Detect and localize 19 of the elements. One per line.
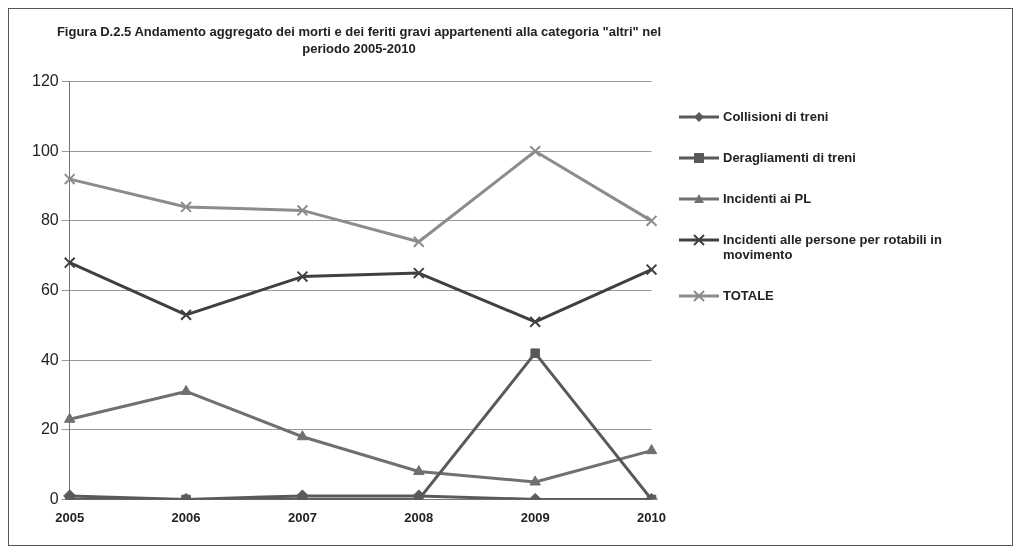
y-tick-label: 100 xyxy=(31,141,59,159)
y-tick-label: 0 xyxy=(49,489,59,507)
y-tick-label: 80 xyxy=(40,211,59,229)
x-tick-label: 2007 xyxy=(287,509,317,525)
x-tick-label: 2009 xyxy=(520,509,550,525)
y-tick-label: 40 xyxy=(40,350,59,368)
legend-label: Collisioni di treni xyxy=(723,109,829,124)
legend-label: TOTALE xyxy=(723,288,774,303)
y-tick-label: 120 xyxy=(31,72,59,90)
legend-label: Incidenti ai PL xyxy=(723,191,812,206)
legend-label: Deragliamenti di treni xyxy=(723,150,856,165)
x-tick-label: 2008 xyxy=(404,509,434,525)
x-tick-label: 2005 xyxy=(55,509,85,525)
y-tick-label: 60 xyxy=(40,280,59,298)
x-tick-label: 2010 xyxy=(637,509,666,525)
x-tick-label: 2006 xyxy=(171,509,201,525)
chart-title: Figura D.2.5 Andamento aggregato dei morti e dei feriti gravi appartenenti alla categoria "altri" nel periodo 2005-2010 xyxy=(55,23,663,57)
y-tick-label: 20 xyxy=(40,420,59,438)
legend-label: Incidenti alle persone per rotabili in movimento xyxy=(723,232,943,262)
